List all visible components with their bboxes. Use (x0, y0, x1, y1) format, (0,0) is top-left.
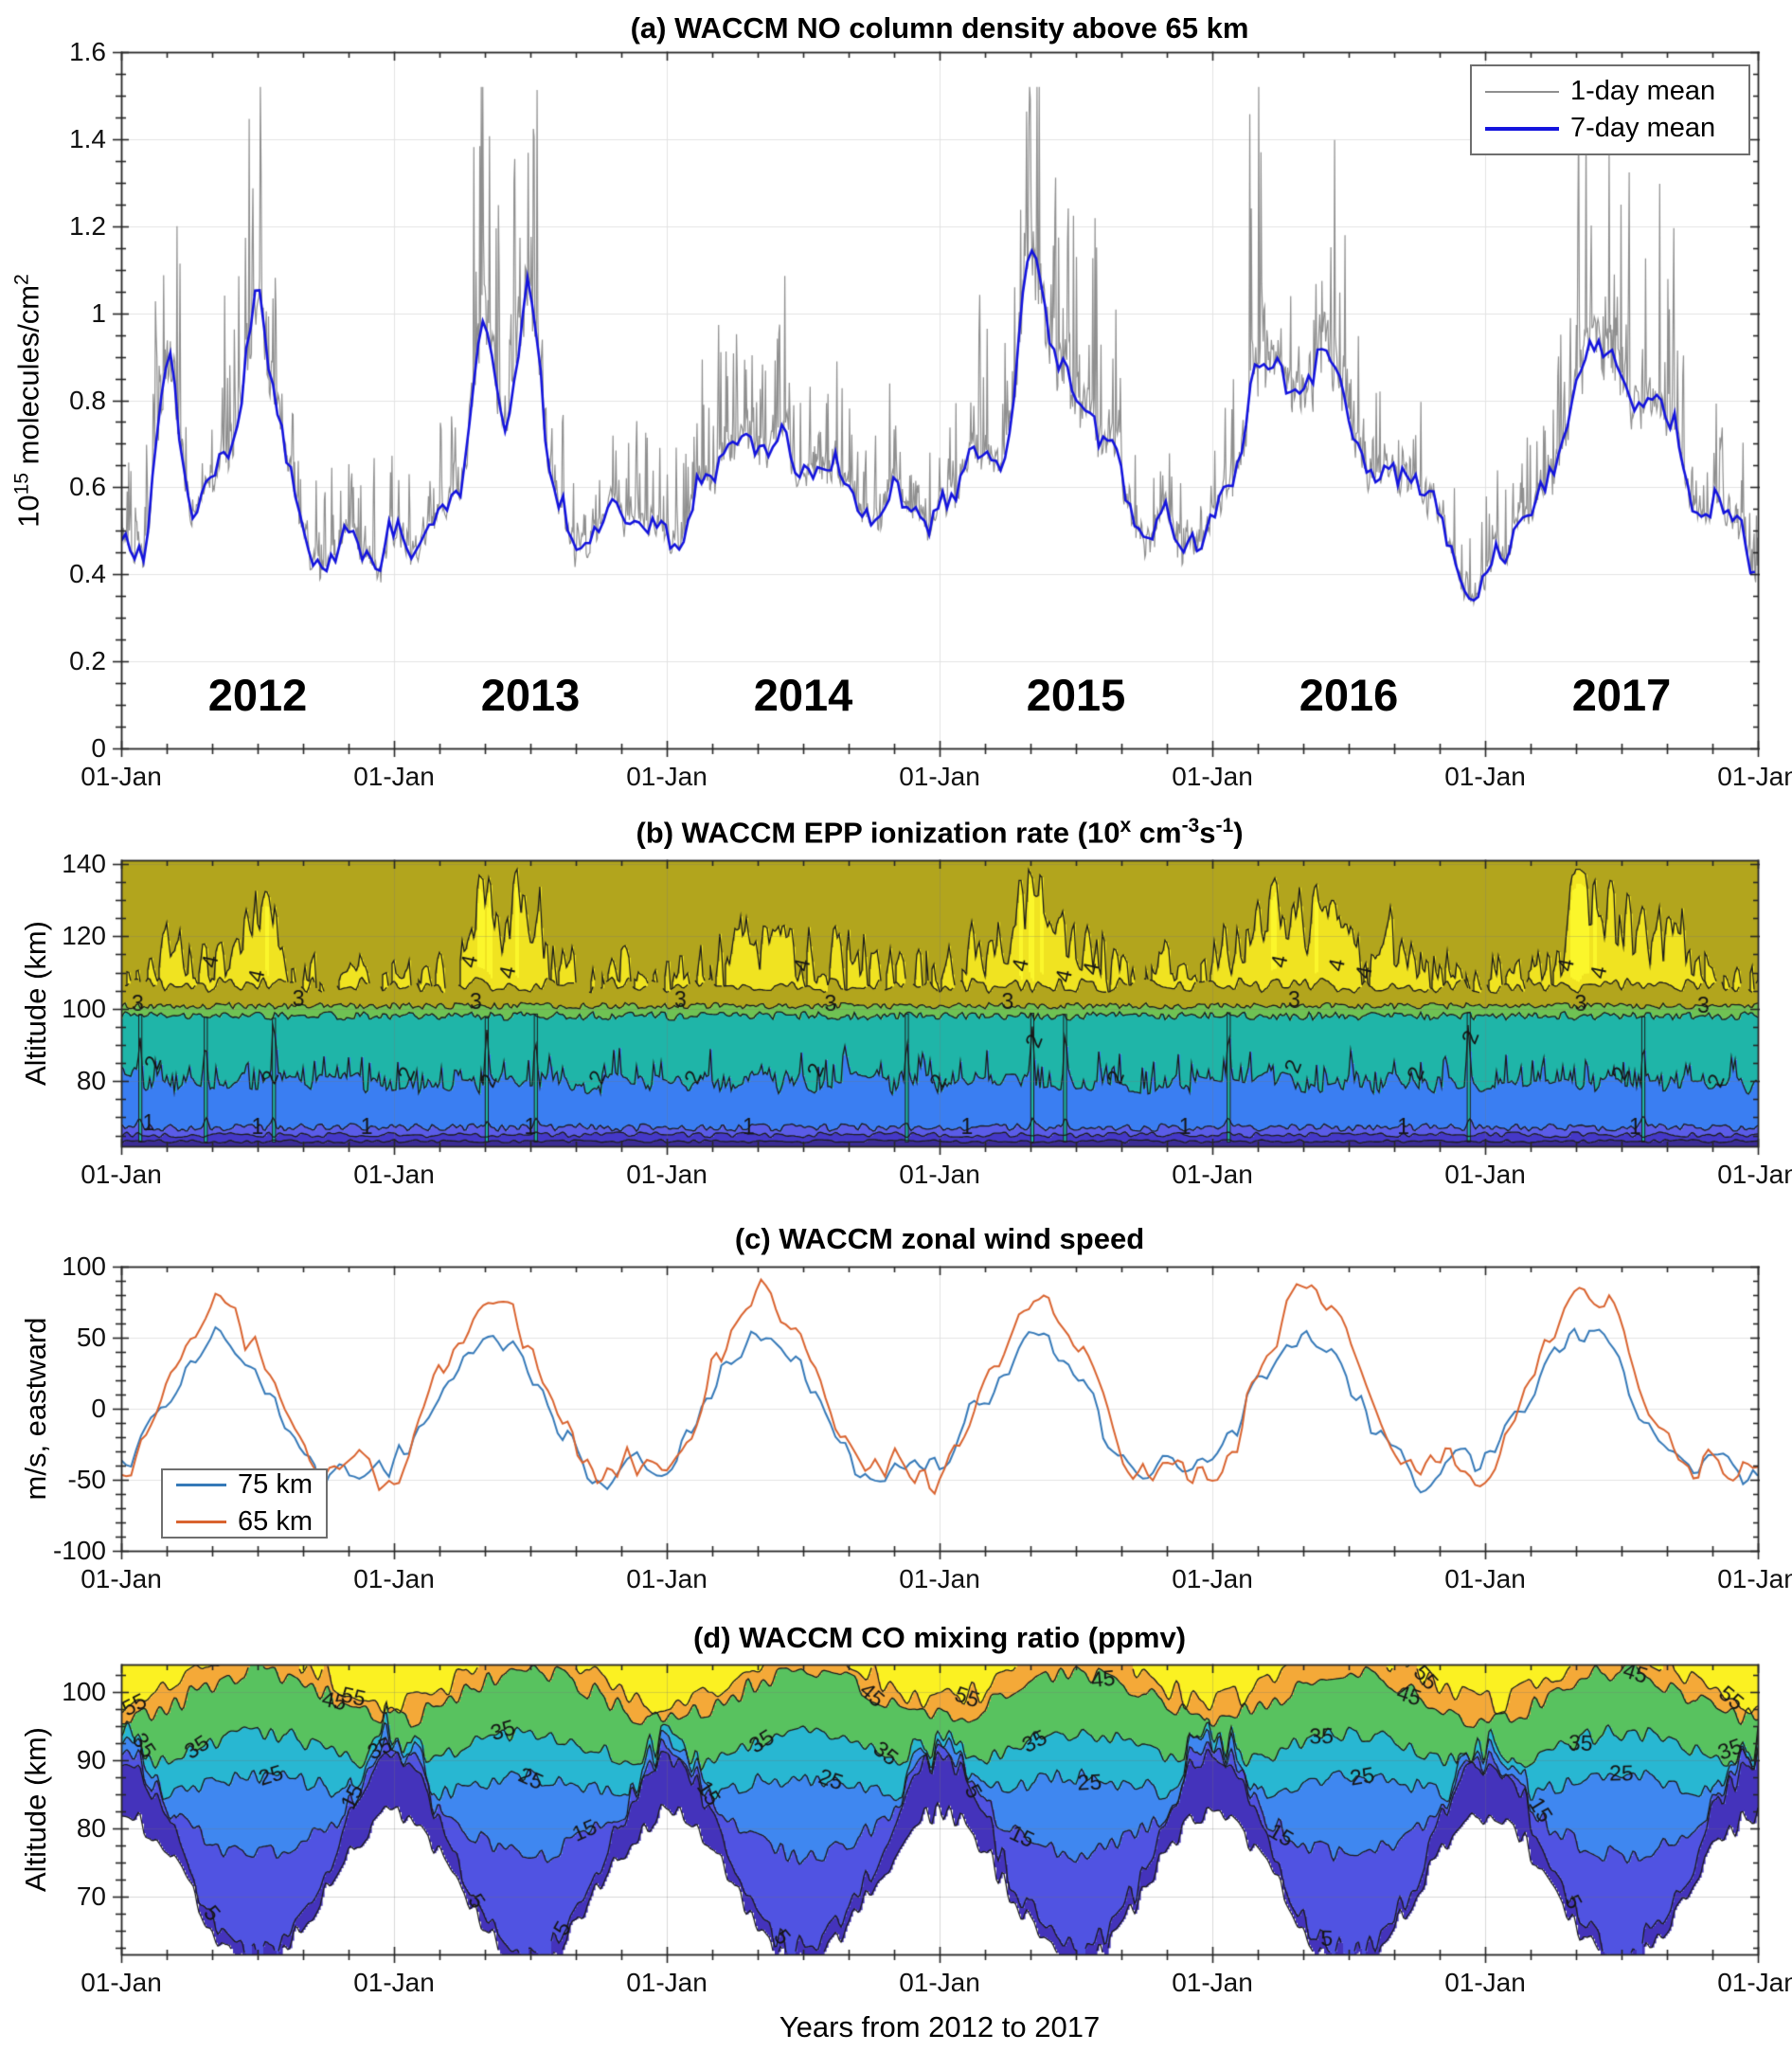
panel-a-xtick-label: 01-Jan (353, 762, 435, 791)
panel-b-title-sup2: -3 (1181, 815, 1200, 837)
panel-a-ytick-label: 0.4 (69, 559, 106, 589)
panel-b-xtick-label: 01-Jan (1172, 1160, 1253, 1189)
panel-d-xtick-label: 01-Jan (899, 1968, 980, 1997)
1day-mean-line-sample (1485, 90, 1559, 93)
x-axis-label: Years from 2012 to 2017 (121, 2010, 1758, 2044)
panel-a-ylabel: 1015 molecules/cm2 (10, 274, 45, 528)
year-label-2017: 2017 (1571, 670, 1672, 720)
panel-b-title-sup1: x (1120, 815, 1132, 837)
panel-b-xtick-label: 01-Jan (899, 1160, 980, 1189)
panel-b-xtick-label: 01-Jan (1717, 1160, 1792, 1189)
panel-d-ylabel: Altitude (km) (19, 1727, 53, 1892)
year-label-2014: 2014 (753, 670, 853, 720)
panel-b-ytick-label: 80 (76, 1066, 106, 1096)
panel-c-ytick-label: 100 (62, 1251, 106, 1281)
panel-a-xtick-label: 01-Jan (1717, 762, 1792, 791)
panel-b-title-p4: ) (1233, 816, 1244, 850)
panel-d-xtick-label: 01-Jan (1172, 1968, 1253, 1997)
panel-c-xtick-label: 01-Jan (81, 1564, 162, 1593)
panel-c-xtick-label: 01-Jan (1444, 1564, 1526, 1593)
7day-mean-label: 7-day mean (1570, 113, 1716, 143)
panel-a-xtick-label: 01-Jan (626, 762, 708, 791)
panel-c-xtick-label: 01-Jan (626, 1564, 708, 1593)
panel-c-title: (c) WACCM zonal wind speed (121, 1222, 1758, 1256)
panel-a-ylabel-sup2: 2 (10, 274, 33, 285)
panel-a-xtick-label: 01-Jan (899, 762, 980, 791)
panel-c-title-text: (c) WACCM zonal wind speed (734, 1222, 1145, 1255)
year-label-2012: 2012 (207, 670, 308, 720)
panel-b-ytick-label: 140 (62, 848, 106, 878)
panel-a-xtick-label: 01-Jan (81, 762, 162, 791)
panel-c-ytick-label: 0 (91, 1394, 106, 1423)
65km-label: 65 km (238, 1506, 313, 1537)
panel-a-ylabel-sup1: 15 (10, 472, 33, 495)
panel-b-title-p3: s (1199, 816, 1216, 850)
panel-a-ylabel-p2: molecules/cm (11, 284, 45, 473)
panel-d-xtick-label: 01-Jan (1444, 1968, 1526, 1997)
panel-b-ytick-label: 100 (62, 993, 106, 1023)
panel-c-ytick-label: -100 (52, 1536, 106, 1565)
panel-a-ytick-label: 0.2 (69, 646, 106, 676)
panel-a-ylabel-p1: 10 (11, 495, 45, 528)
legend-c-row-65km: 65 km (176, 1506, 313, 1538)
panel-d-xtick-label: 01-Jan (626, 1968, 708, 1997)
panel-a-title-text: (a) WACCM NO column density above 65 km (630, 11, 1249, 45)
legend-a-row-7day: 7-day mean (1485, 113, 1735, 144)
panel-a-ytick-label: 1.6 (69, 37, 106, 66)
panel-d-ytick-label: 70 (76, 1881, 106, 1911)
panel-d-ytick-label: 100 (62, 1676, 106, 1706)
panel-b-ylabel-text: Altitude (km) (19, 921, 52, 1086)
panel-a-ytick-label: 1.4 (69, 123, 106, 153)
panel-d-xtick-label: 01-Jan (81, 1968, 162, 1997)
panel-b-title: (b) WACCM EPP ionization rate (10x cm-3s… (121, 815, 1758, 850)
legend-panel-c: 75 km 65 km (161, 1468, 328, 1539)
panel-c-xtick-label: 01-Jan (1172, 1564, 1253, 1593)
panel-d-title-text: (d) WACCM CO mixing ratio (ppmv) (692, 1621, 1187, 1654)
panel-b-title-p2: cm (1131, 816, 1182, 850)
panel-c-xtick-label: 01-Jan (899, 1564, 980, 1593)
panel-a-ytick-label: 0.8 (69, 385, 106, 415)
x-axis-label-text: Years from 2012 to 2017 (779, 2010, 1101, 2043)
panel-c-ylabel-text: m/s, eastward (19, 1317, 52, 1501)
panel-d-xtick-label: 01-Jan (353, 1968, 435, 1997)
1day-mean-label: 1-day mean (1570, 76, 1716, 106)
65km-line-sample (176, 1521, 227, 1523)
panel-a-ytick-label: 0.6 (69, 472, 106, 502)
panel-c-ytick-label: -50 (67, 1465, 106, 1494)
year-label-2016: 2016 (1299, 670, 1399, 720)
75km-line-sample (176, 1484, 227, 1486)
panel-a-ytick-label: 0 (91, 733, 106, 763)
panel-b-ylabel: Altitude (km) (19, 921, 53, 1086)
panel-a-ytick-label: 1.2 (69, 210, 106, 241)
legend-c-row-75km: 75 km (176, 1469, 313, 1501)
panel-c-xtick-label: 01-Jan (1717, 1564, 1792, 1593)
year-label-2013: 2013 (480, 670, 581, 720)
panel-b-title-p1: (b) WACCM EPP ionization rate (10 (636, 816, 1120, 850)
panel-d-ytick-label: 90 (76, 1744, 106, 1774)
panel-d-ylabel-text: Altitude (km) (19, 1727, 52, 1892)
7day-mean-line-sample (1485, 126, 1559, 131)
legend-a-row-1day: 1-day mean (1485, 76, 1735, 107)
panel-b-xtick-label: 01-Jan (1444, 1160, 1526, 1189)
panel-a-xtick-label: 01-Jan (1444, 762, 1526, 791)
panel-b-xtick-label: 01-Jan (353, 1160, 435, 1189)
panel-d-title: (d) WACCM CO mixing ratio (ppmv) (121, 1621, 1758, 1655)
panel-b-ytick-label: 120 (62, 921, 106, 951)
panel-d-xtick-label: 01-Jan (1717, 1968, 1792, 1997)
panel-a-xtick-label: 01-Jan (1172, 762, 1253, 791)
panel-c-ytick-label: 50 (76, 1323, 106, 1352)
75km-label: 75 km (238, 1469, 313, 1500)
panel-a-title: (a) WACCM NO column density above 65 km (121, 11, 1758, 45)
panel-b-title-sup3: -1 (1215, 815, 1234, 837)
panel-c-ylabel: m/s, eastward (19, 1318, 53, 1501)
panel-a-ytick-label: 1 (91, 297, 106, 328)
panel-b-xtick-label: 01-Jan (81, 1160, 162, 1189)
panel-d-ytick-label: 80 (76, 1812, 106, 1843)
legend-panel-a: 1-day mean 7-day mean (1470, 64, 1750, 155)
year-label-2015: 2015 (1026, 670, 1126, 720)
panel-b-xtick-label: 01-Jan (626, 1160, 708, 1189)
panel-c-xtick-label: 01-Jan (353, 1564, 435, 1593)
